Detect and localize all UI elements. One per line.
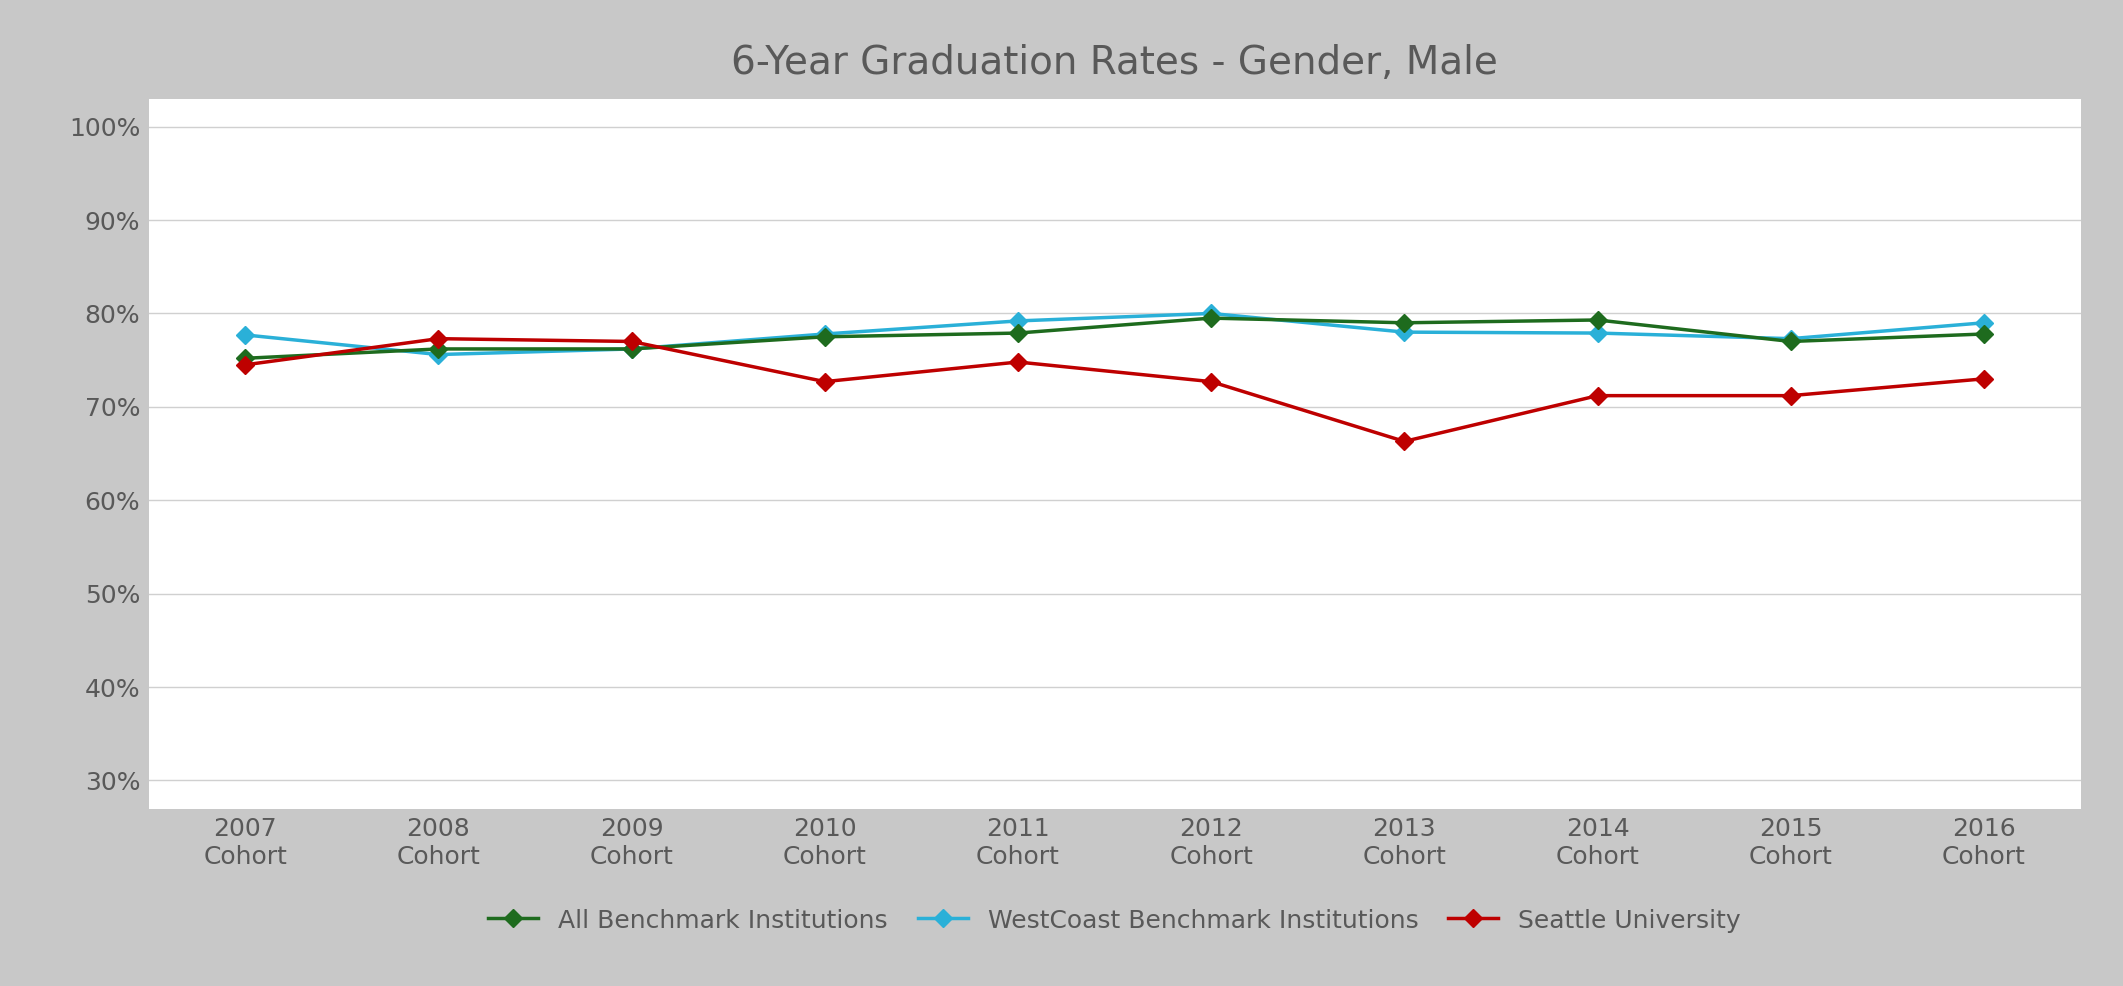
Title: 6-Year Graduation Rates - Gender, Male: 6-Year Graduation Rates - Gender, Male	[730, 43, 1499, 82]
WestCoast Benchmark Institutions	[425, 349, 450, 361]
Line: All Benchmark Institutions: All Benchmark Institutions	[240, 312, 1989, 365]
Seattle University	[1006, 356, 1032, 368]
All Benchmark Institutions	[811, 331, 836, 343]
All Benchmark Institutions	[1197, 313, 1223, 324]
WestCoast Benchmark Institutions	[1393, 326, 1418, 338]
Seattle University	[1197, 376, 1223, 387]
All Benchmark Institutions	[1584, 315, 1609, 326]
WestCoast Benchmark Institutions	[1197, 308, 1223, 319]
Seattle University	[1393, 436, 1418, 448]
Line: Seattle University: Seattle University	[240, 332, 1989, 448]
Seattle University	[1584, 389, 1609, 401]
All Benchmark Institutions	[1006, 327, 1032, 339]
WestCoast Benchmark Institutions	[620, 343, 645, 355]
Seattle University	[811, 376, 836, 387]
All Benchmark Institutions	[1393, 317, 1418, 328]
WestCoast Benchmark Institutions	[811, 328, 836, 340]
WestCoast Benchmark Institutions	[1970, 317, 1996, 328]
Line: WestCoast Benchmark Institutions: WestCoast Benchmark Institutions	[240, 308, 1989, 361]
WestCoast Benchmark Institutions	[234, 329, 259, 341]
WestCoast Benchmark Institutions	[1006, 315, 1032, 326]
WestCoast Benchmark Institutions	[1584, 327, 1609, 339]
All Benchmark Institutions	[620, 343, 645, 355]
All Benchmark Institutions	[1779, 335, 1805, 347]
All Benchmark Institutions	[234, 352, 259, 364]
All Benchmark Institutions	[1970, 328, 1996, 340]
Seattle University	[620, 335, 645, 347]
Seattle University	[1970, 373, 1996, 385]
Seattle University	[1779, 389, 1805, 401]
WestCoast Benchmark Institutions	[1779, 332, 1805, 344]
Legend: All Benchmark Institutions, WestCoast Benchmark Institutions, Seattle University: All Benchmark Institutions, WestCoast Be…	[476, 896, 1754, 946]
Seattle University	[234, 359, 259, 371]
All Benchmark Institutions	[425, 343, 450, 355]
Seattle University	[425, 332, 450, 344]
